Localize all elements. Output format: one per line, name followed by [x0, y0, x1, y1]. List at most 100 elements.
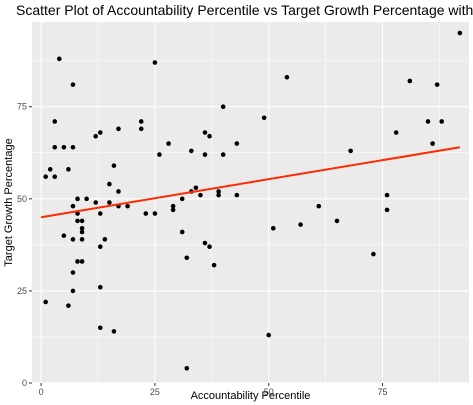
data-point [79, 229, 85, 235]
chart-title: Scatter Plot of Accountability Percentil… [16, 2, 473, 18]
data-point [47, 167, 53, 172]
data-point [425, 119, 431, 124]
data-point [111, 163, 117, 168]
data-point [70, 144, 76, 150]
data-point [220, 152, 226, 157]
y-tick-label: 50 [17, 194, 27, 204]
data-point [79, 225, 85, 231]
data-point [202, 152, 208, 157]
data-point [70, 237, 76, 242]
data-points [43, 30, 463, 371]
data-point [170, 203, 176, 209]
x-tick-label: 0 [39, 387, 44, 397]
data-point [70, 288, 76, 294]
data-point [430, 141, 435, 146]
y-axis-ticks: 0 25 50 75 [17, 102, 32, 388]
data-point [170, 207, 176, 213]
y-tick-label: 0 [22, 378, 27, 388]
data-point [61, 233, 67, 238]
data-point [198, 192, 203, 198]
data-point [234, 192, 240, 198]
data-point [207, 133, 212, 139]
data-point [189, 148, 194, 154]
data-point [207, 244, 212, 250]
data-point [93, 133, 99, 139]
data-point [97, 211, 103, 216]
data-point [79, 218, 85, 224]
data-point [70, 82, 76, 87]
data-point [384, 207, 390, 213]
data-point [184, 365, 190, 371]
data-point [97, 284, 103, 290]
data-point [220, 104, 226, 110]
data-point [157, 152, 162, 157]
data-point [266, 332, 272, 338]
data-point [75, 196, 80, 202]
data-point [384, 192, 390, 198]
data-point [57, 56, 62, 62]
data-point [202, 240, 208, 246]
data-point [179, 229, 185, 235]
data-point [43, 299, 48, 305]
data-point [61, 144, 67, 150]
data-point [457, 30, 463, 36]
data-point [116, 126, 121, 132]
data-point [66, 167, 71, 172]
regression-line [40, 146, 461, 219]
data-point [316, 203, 322, 209]
data-point [393, 130, 399, 135]
data-point [93, 200, 99, 205]
data-point [152, 211, 158, 216]
x-axis-ticks: 0 25 50 75 [39, 383, 388, 397]
data-point [216, 189, 221, 194]
data-point [270, 225, 276, 231]
data-point [84, 196, 89, 202]
y-tick-label: 75 [17, 102, 27, 112]
data-point [125, 203, 130, 209]
data-point [348, 148, 353, 154]
x-tick-label: 50 [264, 387, 274, 397]
y-tick-label: 25 [17, 286, 27, 296]
plot-panel [32, 22, 469, 383]
data-point [52, 144, 58, 150]
data-point [52, 174, 58, 180]
data-point [407, 78, 413, 84]
data-point [193, 185, 199, 191]
data-point [143, 211, 149, 216]
data-point [202, 130, 208, 135]
data-point [70, 203, 76, 209]
data-point [75, 259, 80, 264]
data-point [97, 325, 103, 331]
data-point [261, 115, 267, 121]
data-point [298, 222, 303, 227]
data-point [152, 60, 158, 65]
y-axis-label: Target Growth Percentage [3, 138, 15, 266]
data-point [97, 130, 103, 135]
data-point [97, 244, 103, 250]
data-point [211, 262, 217, 268]
x-axis-label: Accountability Percentile [191, 390, 311, 402]
data-point [184, 255, 190, 261]
data-point [434, 82, 440, 87]
data-point [371, 251, 376, 257]
data-point [334, 218, 340, 224]
data-point [52, 119, 58, 124]
data-point [75, 218, 80, 224]
data-point [439, 119, 444, 124]
data-point [138, 119, 144, 124]
data-point [138, 126, 144, 132]
data-point [66, 303, 71, 308]
data-point [79, 237, 85, 242]
data-point [234, 141, 240, 146]
data-point [70, 270, 76, 275]
data-point [107, 181, 112, 187]
data-point [179, 196, 185, 202]
x-tick-label: 25 [150, 387, 160, 397]
grid-major [32, 22, 469, 384]
x-tick-label: 75 [378, 387, 388, 397]
data-point [102, 237, 108, 242]
data-point [107, 200, 112, 205]
data-point [284, 74, 290, 80]
data-point [75, 211, 80, 216]
